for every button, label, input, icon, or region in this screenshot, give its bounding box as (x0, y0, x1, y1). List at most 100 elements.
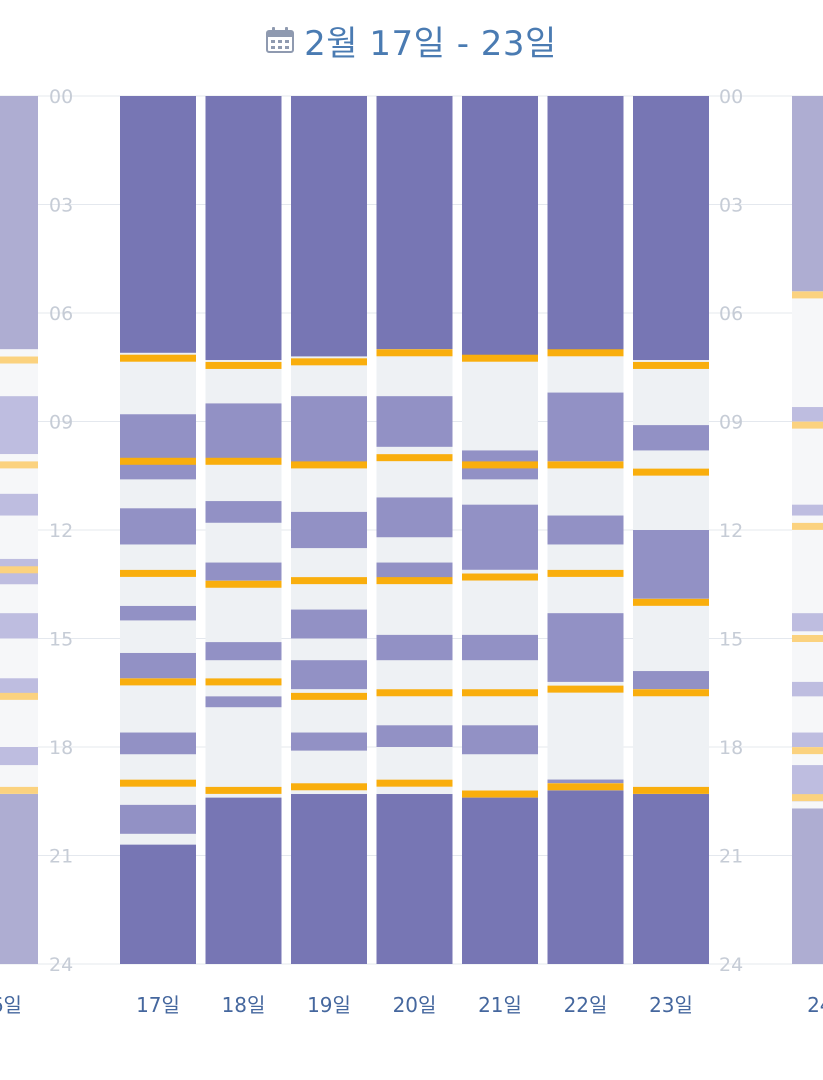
day-column-sleep-block[interactable] (376, 562, 453, 581)
day-column-sleep-block[interactable] (633, 96, 709, 361)
day-column-sleep-block[interactable] (291, 794, 367, 964)
day-column-sleep-block[interactable] (376, 794, 453, 964)
day-column-sleep-block[interactable] (376, 396, 453, 447)
day-column-sleep-block[interactable] (205, 501, 282, 523)
day-column-feeding-mark[interactable] (291, 358, 367, 366)
next-week-day-sleep-block[interactable] (792, 808, 823, 964)
day-column-feeding-mark[interactable] (376, 454, 453, 462)
week-header[interactable]: 2월 17일 - 23일 (0, 14, 823, 66)
day-column-sleep-block[interactable] (205, 696, 282, 708)
day-column-sleep-block[interactable] (120, 508, 196, 545)
day-column-sleep-block[interactable] (120, 844, 196, 964)
next-week-day-sleep-block[interactable] (792, 613, 823, 632)
day-column-sleep-block[interactable] (376, 497, 453, 538)
day-column-feeding-mark[interactable] (205, 457, 282, 465)
next-week-day-sleep-block[interactable] (792, 96, 823, 292)
day-column-feeding-mark[interactable] (547, 349, 624, 357)
day-column-feeding-mark[interactable] (376, 689, 453, 697)
day-column-sleep-block[interactable] (205, 642, 282, 661)
day-column-sleep-block[interactable] (462, 634, 538, 661)
day-column-feeding-mark[interactable] (205, 678, 282, 686)
day-column-sleep-block[interactable] (462, 96, 538, 357)
next-week-day-sleep-block[interactable] (792, 504, 823, 516)
day-column-sleep-block[interactable] (291, 660, 367, 690)
day-column-sleep-block[interactable] (376, 96, 453, 350)
day-column-feeding-mark[interactable] (547, 783, 624, 791)
day-column-feeding-mark[interactable] (633, 468, 709, 476)
next-week-day-feeding-mark[interactable] (792, 747, 823, 755)
day-column-feeding-mark[interactable] (376, 349, 453, 357)
day-column-feeding-mark[interactable] (633, 361, 709, 369)
day-column-sleep-block[interactable] (633, 794, 709, 964)
day-column-sleep-block[interactable] (376, 634, 453, 661)
prev-week-day-sleep-block[interactable] (0, 678, 38, 697)
day-column-sleep-block[interactable] (291, 96, 367, 357)
day-column-sleep-block[interactable] (120, 732, 196, 755)
next-week-day-sleep-block[interactable] (792, 732, 823, 747)
day-column-feeding-mark[interactable] (633, 598, 709, 606)
day-column-sleep-block[interactable] (633, 425, 709, 451)
day-column-feeding-mark[interactable] (120, 569, 196, 577)
day-column-sleep-block[interactable] (376, 725, 453, 747)
day-column-feeding-mark[interactable] (633, 786, 709, 794)
day-column-feeding-mark[interactable] (205, 786, 282, 794)
day-column-sleep-block[interactable] (633, 530, 709, 599)
next-week-day-sleep-block[interactable] (792, 407, 823, 422)
day-column-feeding-mark[interactable] (120, 678, 196, 686)
day-column-sleep-block[interactable] (462, 797, 538, 964)
day-column-sleep-block[interactable] (120, 652, 196, 679)
next-week-day-feeding-mark[interactable] (792, 794, 823, 802)
day-column-sleep-block[interactable] (120, 804, 196, 834)
day-column-sleep-block[interactable] (205, 96, 282, 361)
day-column-sleep-block[interactable] (291, 396, 367, 465)
day-column-feeding-mark[interactable] (376, 779, 453, 787)
day-column-feeding-mark[interactable] (633, 689, 709, 697)
day-column-feeding-mark[interactable] (291, 692, 367, 700)
day-column-feeding-mark[interactable] (291, 783, 367, 791)
day-column-sleep-block[interactable] (547, 515, 624, 545)
prev-week-day-feeding-mark[interactable] (0, 566, 38, 574)
day-column-sleep-block[interactable] (291, 732, 367, 751)
day-column-sleep-block[interactable] (547, 96, 624, 353)
prev-week-day-sleep-block[interactable] (0, 96, 38, 350)
prev-week-day-sleep-block[interactable] (0, 747, 38, 766)
day-column-feeding-mark[interactable] (462, 790, 538, 798)
day-column-sleep-block[interactable] (205, 403, 282, 462)
day-column-sleep-block[interactable] (462, 725, 538, 755)
day-column-sleep-block[interactable] (291, 609, 367, 639)
prev-week-day-feeding-mark[interactable] (0, 356, 38, 364)
day-column-sleep-block[interactable] (547, 613, 624, 682)
day-column-feeding-mark[interactable] (547, 569, 624, 577)
day-column-feeding-mark[interactable] (462, 573, 538, 581)
day-column-feeding-mark[interactable] (120, 354, 196, 362)
day-column-sleep-block[interactable] (205, 797, 282, 964)
day-column-sleep-block[interactable] (547, 779, 624, 784)
next-week-day-sleep-block[interactable] (792, 681, 823, 697)
day-column-feeding-mark[interactable] (376, 577, 453, 585)
day-column-feeding-mark[interactable] (205, 580, 282, 588)
prev-week-day-feeding-mark[interactable] (0, 461, 38, 469)
prev-week-day-sleep-block[interactable] (0, 613, 38, 639)
day-column-feeding-mark[interactable] (462, 354, 538, 362)
day-column-sleep-block[interactable] (120, 414, 196, 480)
day-column-sleep-block[interactable] (291, 511, 367, 549)
day-column-feeding-mark[interactable] (291, 577, 367, 585)
day-column-feeding-mark[interactable] (547, 461, 624, 469)
day-column-feeding-mark[interactable] (120, 779, 196, 787)
day-column-feeding-mark[interactable] (462, 461, 538, 469)
prev-week-day-sleep-block[interactable] (0, 396, 38, 455)
day-column-sleep-block[interactable] (205, 562, 282, 581)
next-week-day-feeding-mark[interactable] (792, 635, 823, 642)
day-column-sleep-block[interactable] (120, 96, 196, 353)
day-column-feeding-mark[interactable] (291, 461, 367, 469)
day-column-feeding-mark[interactable] (120, 457, 196, 465)
day-column-sleep-block[interactable] (120, 605, 196, 621)
prev-week-day-sleep-block[interactable] (0, 794, 38, 964)
next-week-day-feeding-mark[interactable] (792, 421, 823, 429)
day-column-feeding-mark[interactable] (547, 685, 624, 693)
day-column-sleep-block[interactable] (547, 790, 624, 964)
prev-week-day-sleep-block[interactable] (0, 493, 38, 516)
day-column-sleep-block[interactable] (633, 671, 709, 690)
day-column-feeding-mark[interactable] (205, 361, 282, 369)
next-week-day-feeding-mark[interactable] (792, 291, 823, 299)
